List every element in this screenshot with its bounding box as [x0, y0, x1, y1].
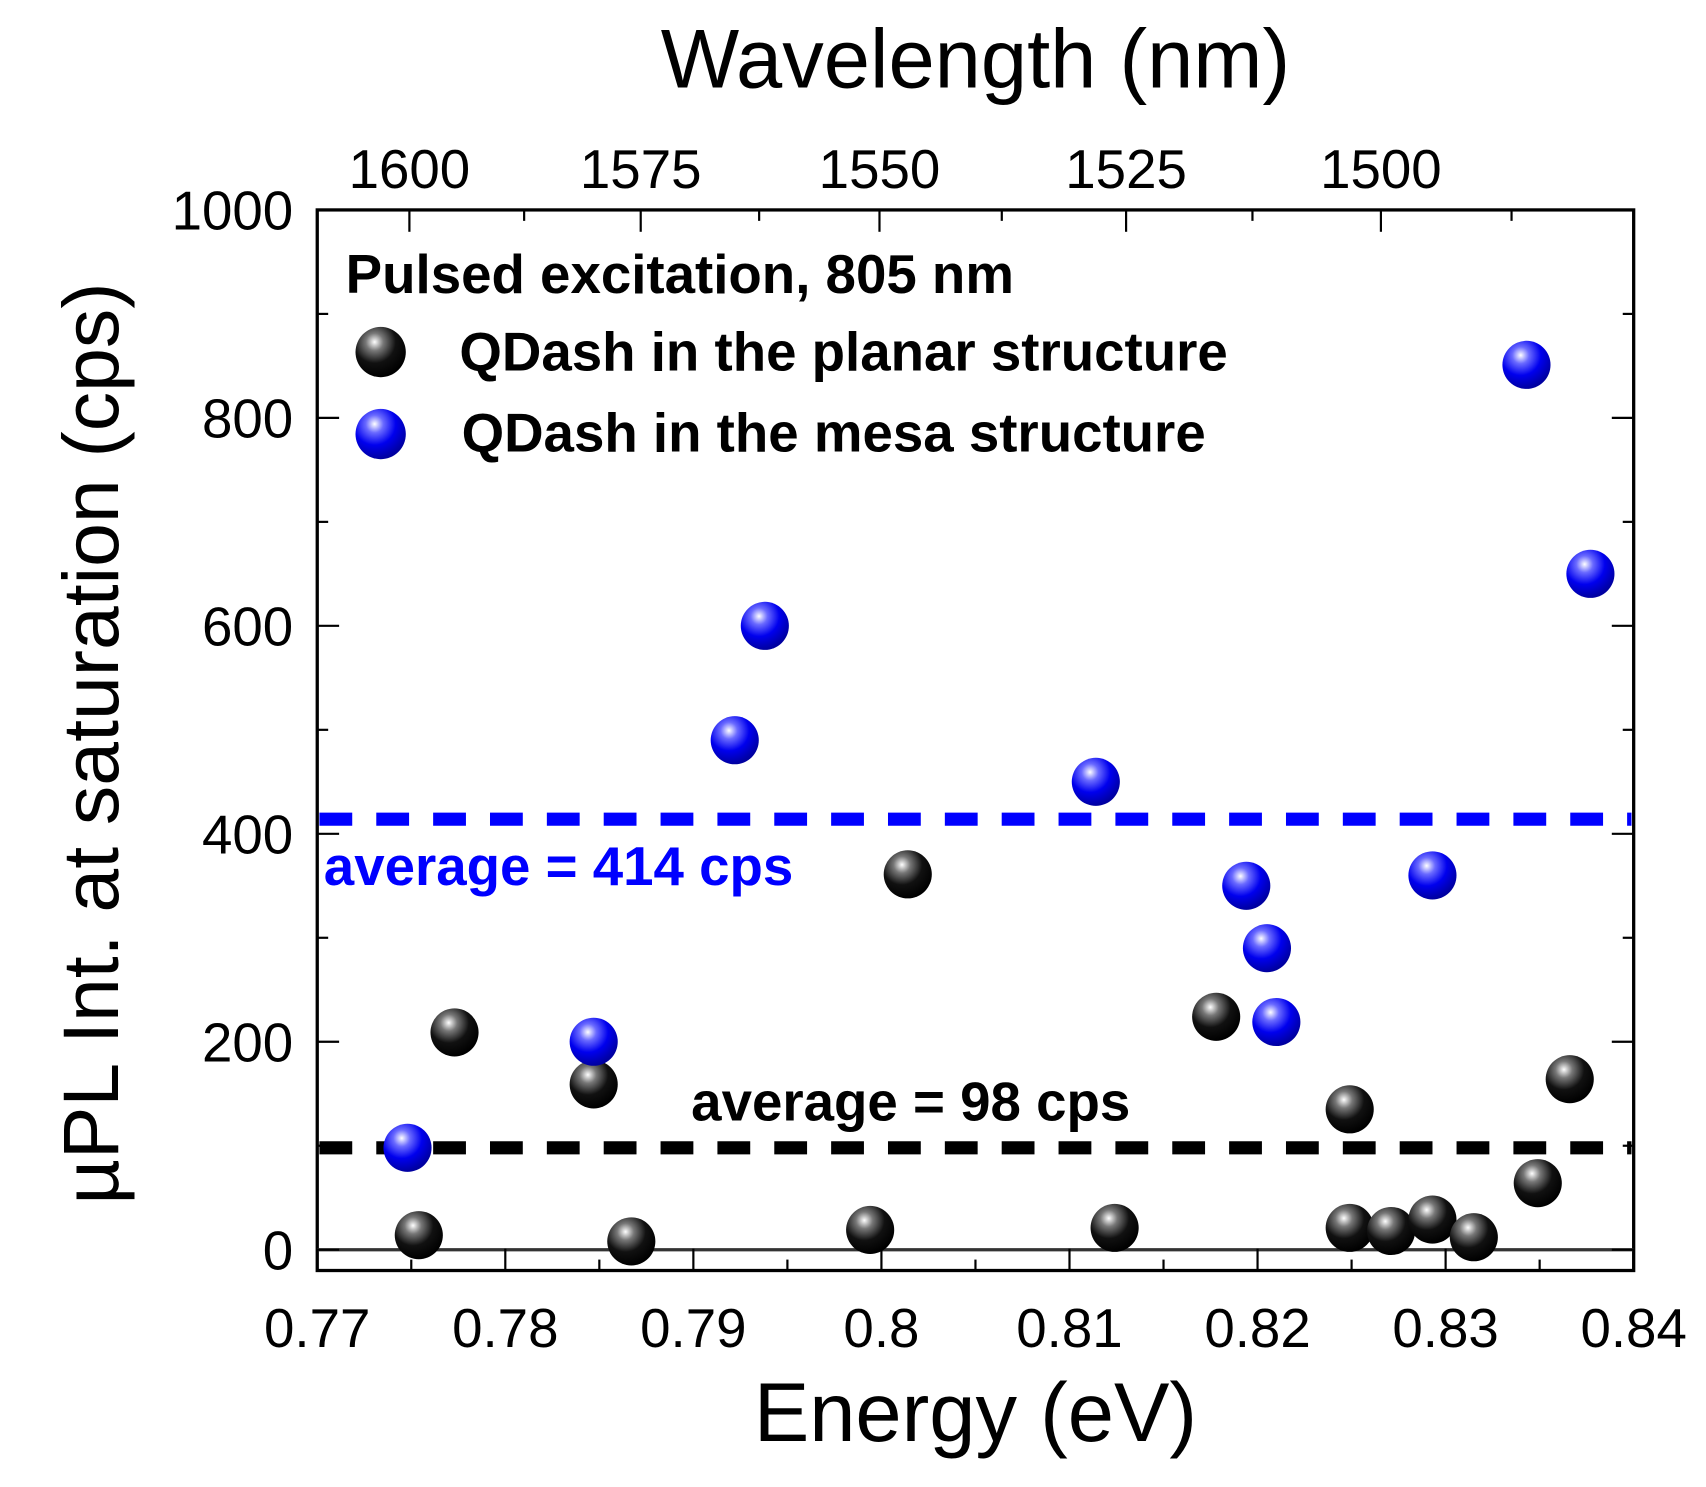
legend-entry-mesa: QDash in the mesa structure: [462, 403, 1206, 464]
y-tick-label: 1000: [172, 181, 294, 242]
y-tick-label: 200: [202, 1012, 293, 1073]
planar-data-point: [1192, 992, 1241, 1041]
mesa-data-point: [1071, 757, 1120, 806]
planar-data-point: [883, 850, 932, 899]
x2-axis-title: Wavelength (nm): [661, 12, 1290, 105]
x-tick-label: 0.77: [264, 1298, 370, 1359]
y-tick-label: 400: [202, 804, 293, 865]
legend-marker-planar: [355, 326, 406, 378]
planar-data-point: [607, 1217, 656, 1266]
legend-marker-mesa: [355, 408, 406, 460]
x-tick-label: 0.82: [1204, 1298, 1310, 1359]
x-tick-label: 0.84: [1580, 1298, 1686, 1359]
x-axis-title: Energy (eV): [754, 1366, 1197, 1459]
mesa-data-point: [1502, 340, 1551, 389]
x-tick-label: 0.8: [843, 1298, 919, 1359]
mesa-data-point: [1242, 924, 1292, 973]
data-points: [383, 340, 1615, 1266]
x-tick-label: 0.81: [1016, 1298, 1122, 1359]
x2-tick-label: 1525: [1065, 139, 1187, 200]
planar-data-point: [1325, 1203, 1374, 1252]
x2-tick-label: 1575: [580, 139, 702, 200]
planar-data-point: [846, 1205, 895, 1255]
planar-data-point: [1545, 1055, 1594, 1104]
x2-tick-label: 1500: [1320, 139, 1442, 200]
x-tick-label: 0.78: [452, 1298, 558, 1359]
x2-tick-label: 1600: [349, 139, 471, 200]
planar-data-point: [1449, 1213, 1498, 1262]
mesa-data-point: [1222, 861, 1271, 910]
planar-average-label: average = 98 cps: [691, 1071, 1130, 1132]
mesa-average-label: average = 414 cps: [324, 836, 794, 897]
y-tick-label: 0: [263, 1220, 293, 1281]
reference-lines: average = 414 cps average = 98 cps: [319, 812, 1632, 1155]
legend-header: Pulsed excitation, 805 nm: [346, 244, 1014, 305]
x-tick-label: 0.83: [1392, 1298, 1498, 1359]
mesa-data-point: [1408, 851, 1457, 900]
x2-tick-label: 1550: [819, 139, 941, 200]
y-axis-title: µPL Int. at saturation (cps): [47, 283, 135, 1205]
axes: 0.77 0.78 0.79 0.8 0.81 0.82 0.83 0.84 0 200 400 60…: [172, 139, 1687, 1359]
mesa-data-point: [740, 601, 789, 650]
mesa-data-point: [1566, 549, 1615, 598]
mesa-data-point: [569, 1017, 618, 1066]
mesa-data-point: [710, 716, 759, 765]
planar-data-point: [1367, 1206, 1416, 1256]
planar-data-point: [1408, 1195, 1457, 1244]
planar-data-point: [1090, 1203, 1139, 1252]
y-tick-label: 600: [202, 597, 293, 658]
mesa-data-point: [383, 1123, 432, 1172]
planar-data-point: [569, 1060, 618, 1109]
planar-data-point: [1513, 1159, 1562, 1208]
y-tick-label: 800: [202, 389, 293, 450]
legend: Pulsed excitation, 805 nm QDash in the p…: [346, 244, 1228, 464]
planar-data-point: [1325, 1085, 1374, 1134]
legend-entry-planar: QDash in the planar structure: [459, 322, 1227, 383]
x-tick-label: 0.79: [640, 1298, 746, 1359]
planar-data-point: [430, 1008, 479, 1057]
planar-data-point: [394, 1211, 443, 1260]
mesa-data-point: [1252, 997, 1301, 1047]
